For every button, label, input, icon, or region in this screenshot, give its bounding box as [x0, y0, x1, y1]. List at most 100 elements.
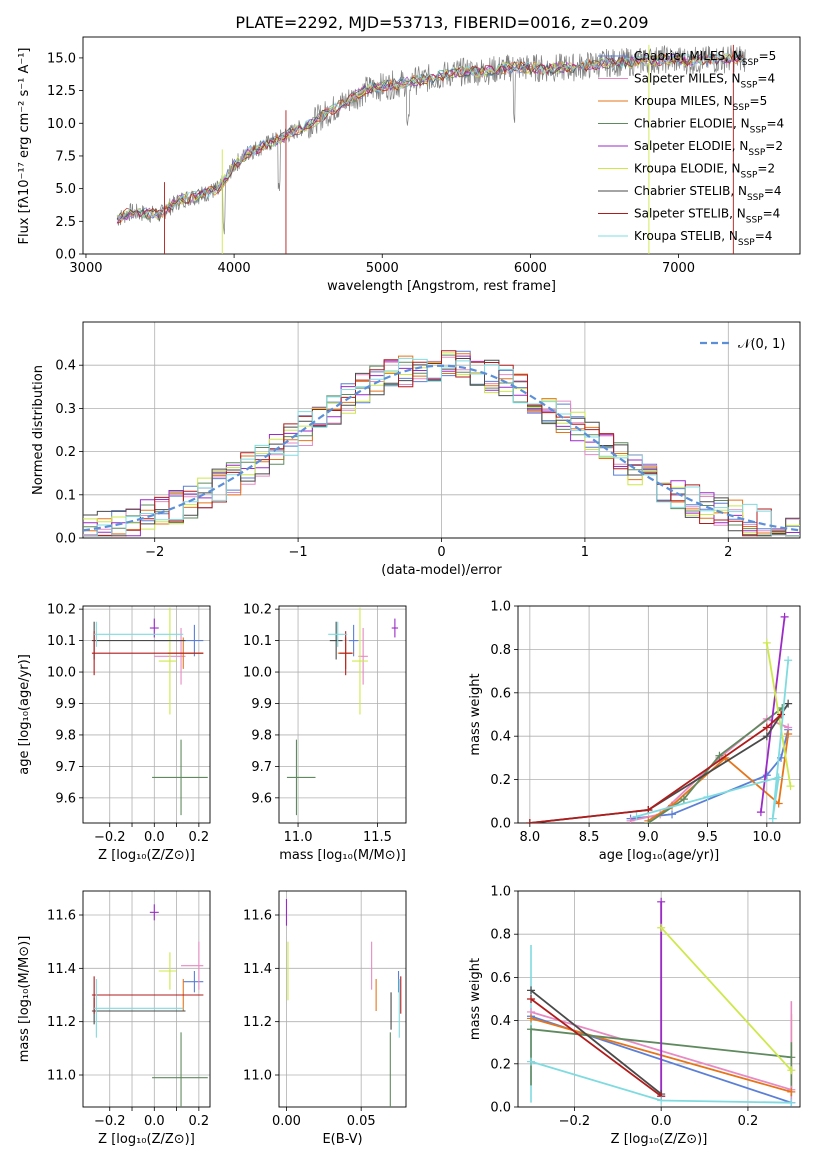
- weight-vs-Z-marker: [657, 923, 666, 932]
- spectrum-model-line: [116, 53, 743, 224]
- legend-entry: Kroupa MILES, NSSP=5: [634, 94, 767, 113]
- legend-entry: Chabrier MILES, NSSP=5: [634, 49, 776, 68]
- legend-tail: =5: [759, 49, 777, 63]
- weight-vs-age-xtick-label: 8.5: [579, 830, 600, 845]
- spectrum-xtick-label: 6000: [514, 261, 547, 276]
- weight-vs-age-xtick-label: 9.5: [697, 830, 718, 845]
- legend-tail: =2: [757, 162, 775, 176]
- spectrum-ytick-label: 10.0: [47, 117, 76, 132]
- age-vs-mass-ytick-label: 9.7: [251, 760, 272, 775]
- age-vs-Z-xtick-label: 0.0: [144, 830, 165, 845]
- weight-vs-age-frame: [517, 605, 801, 824]
- weight-vs-age-marker: [762, 723, 771, 732]
- spectrum-ylabel: Flux [fλ10⁻¹⁷ erg cm⁻² s⁻¹ A⁻¹]: [17, 48, 32, 245]
- age-vs-Z-xtick-label: −0.2: [94, 830, 126, 845]
- age-vs-Z-axes: [79, 605, 211, 827]
- spectrum-ytick-label: 15.0: [47, 51, 76, 66]
- weight-vs-age-marker: [786, 782, 795, 791]
- legend-tail: =4: [755, 229, 773, 243]
- spectrum-model-line: [116, 53, 744, 221]
- legend-entry: Kroupa STELIB, NSSP=4: [634, 229, 772, 248]
- age-vs-Z-ytick-label: 10.2: [47, 603, 76, 618]
- age-vs-mass-xlabel: mass [log₁₀(M/M⊙)]: [279, 848, 406, 863]
- age-vs-mass-plot: [286, 607, 399, 816]
- residuals-ytick-label: 0.1: [55, 488, 76, 503]
- weight-vs-age-ylabel: mass weight: [468, 673, 483, 755]
- age-vs-mass-point: [286, 739, 316, 816]
- weight-vs-age-marker: [679, 795, 688, 804]
- legend-sub: SSP: [738, 238, 755, 248]
- weight-vs-Z-ytick-label: 0.0: [490, 1101, 511, 1116]
- legend-sub: SSP: [750, 126, 767, 136]
- legend-tail: =4: [757, 72, 775, 86]
- age-vs-mass-point: [339, 631, 353, 676]
- weight-vs-Z-ytick-label: 0.4: [490, 1014, 511, 1029]
- mass-vs-Z-point: [91, 976, 204, 1014]
- spectrum-ytick-label: 2.5: [55, 215, 76, 230]
- legend-tail: =4: [763, 207, 781, 221]
- legend-entry: Kroupa ELODIE, NSSP=2: [634, 162, 775, 181]
- residuals-ytick-label: 0.4: [55, 359, 76, 374]
- weight-vs-age-marker: [668, 810, 677, 819]
- weight-vs-age-plot: [525, 612, 795, 823]
- normal-curve: [83, 364, 800, 532]
- weight-vs-Z-marker: [527, 1057, 536, 1066]
- age-vs-mass-point: [328, 621, 348, 647]
- weight-vs-Z-series-line: [660, 927, 792, 1071]
- age-vs-Z-point: [94, 621, 184, 647]
- residuals-xtick-label: 0: [437, 545, 445, 560]
- weight-vs-Z-ytick-label: 1.0: [490, 885, 511, 900]
- age-vs-mass-ytick-label: 9.6: [251, 791, 272, 806]
- legend-tail: =5: [750, 94, 768, 108]
- weight-vs-Z-series-line: [530, 998, 662, 1097]
- age-vs-Z-point: [91, 631, 204, 676]
- legend-tail: =4: [766, 117, 784, 131]
- weight-vs-age-marker: [774, 799, 783, 808]
- weight-vs-Z-marker: [657, 897, 666, 906]
- spectrum-xlabel: wavelength [Angstrom, rest frame]: [327, 279, 556, 294]
- legend-entry: Chabrier STELIB, NSSP=4: [634, 184, 782, 203]
- age-vs-Z-ytick-label: 10.1: [47, 634, 76, 649]
- weight-vs-Z-xlabel: Z [log₁₀(Z/Z⊙)]: [611, 1132, 708, 1147]
- residuals-ytick-label: 0.2: [55, 445, 76, 460]
- spectrum-model-line: [116, 52, 744, 221]
- age-vs-Z-point: [152, 739, 208, 816]
- residuals-xtick-label: 1: [581, 545, 589, 560]
- mass-vs-Z-ytick-label: 11.4: [47, 962, 76, 977]
- legend-text: Chabrier ELODIE, N: [634, 117, 750, 131]
- weight-vs-Z-ytick-label: 0.2: [490, 1057, 511, 1072]
- residuals-xtick-label: −1: [289, 545, 308, 560]
- weight-vs-Z-plot: [527, 897, 796, 1107]
- weight-vs-age-xtick-label: 9.0: [638, 830, 659, 845]
- mass-vs-Z-axes: [79, 890, 211, 1111]
- age-vs-Z-ytick-label: 9.6: [55, 791, 76, 806]
- age-vs-mass-point: [352, 607, 368, 715]
- age-vs-Z-ytick-label: 9.9: [55, 697, 76, 712]
- weight-vs-age-marker: [784, 656, 793, 665]
- weight-vs-Z-marker: [657, 1096, 666, 1105]
- weight-vs-age-ytick-label: 1.0: [490, 600, 511, 615]
- legend-entry: Salpeter MILES, NSSP=4: [634, 72, 775, 91]
- age-vs-mass-ytick-label: 9.9: [251, 697, 272, 712]
- mass-vs-Z-frame: [82, 890, 211, 1108]
- age-vs-Z-ylabel: age [log₁₀(age/yr)]: [17, 654, 32, 775]
- mass-vs-Z-ytick-label: 11.0: [47, 1069, 76, 1084]
- age-vs-Z-ytick-label: 9.7: [55, 760, 76, 775]
- weight-vs-Z-marker: [787, 1066, 796, 1075]
- spectrum-xtick-label: 3000: [69, 261, 102, 276]
- legend-text: Kroupa ELODIE, N: [634, 162, 741, 176]
- legend-entry: Salpeter ELODIE, NSSP=2: [634, 139, 783, 158]
- weight-vs-age-axes: [514, 605, 801, 827]
- weight-vs-age-xlabel: age [log₁₀(age/yr)]: [599, 848, 720, 863]
- age-vs-mass-xtick-label: 11.0: [284, 830, 313, 845]
- mass-vs-Z-point: [158, 952, 177, 990]
- spectrum-ytick-label: 5.0: [55, 182, 76, 197]
- weight-vs-age-marker: [784, 699, 793, 708]
- mass-vs-Z-point: [91, 997, 186, 1025]
- spectrum-model-line: [117, 52, 743, 220]
- weight-vs-Z-marker: [527, 986, 536, 995]
- age-vs-mass-point: [348, 624, 359, 657]
- weight-vs-age-marker: [774, 773, 783, 782]
- age-vs-Z-ytick-label: 10.0: [47, 666, 76, 681]
